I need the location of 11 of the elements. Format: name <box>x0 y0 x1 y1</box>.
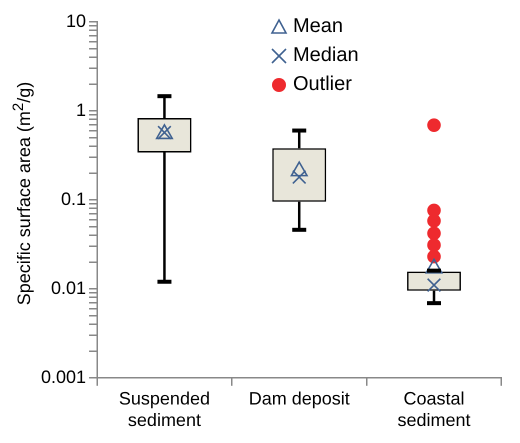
y-tick-label: 0.001 <box>40 366 86 387</box>
y-tick-label: 1 <box>76 100 86 120</box>
y-tick-label: 0.01 <box>50 278 86 298</box>
x-tick-label: Suspended sediment <box>118 388 210 430</box>
legend-label: Mean <box>293 14 344 39</box>
x-tick-label: Coastal sediment <box>397 388 471 430</box>
x-tick-label: Dam deposit <box>248 388 350 409</box>
legend-label: Outlier <box>293 72 352 97</box>
legend-label: Median <box>293 43 359 68</box>
y-tick-label: 0.1 <box>61 188 86 209</box>
y-tick-label: 10 <box>66 10 86 31</box>
